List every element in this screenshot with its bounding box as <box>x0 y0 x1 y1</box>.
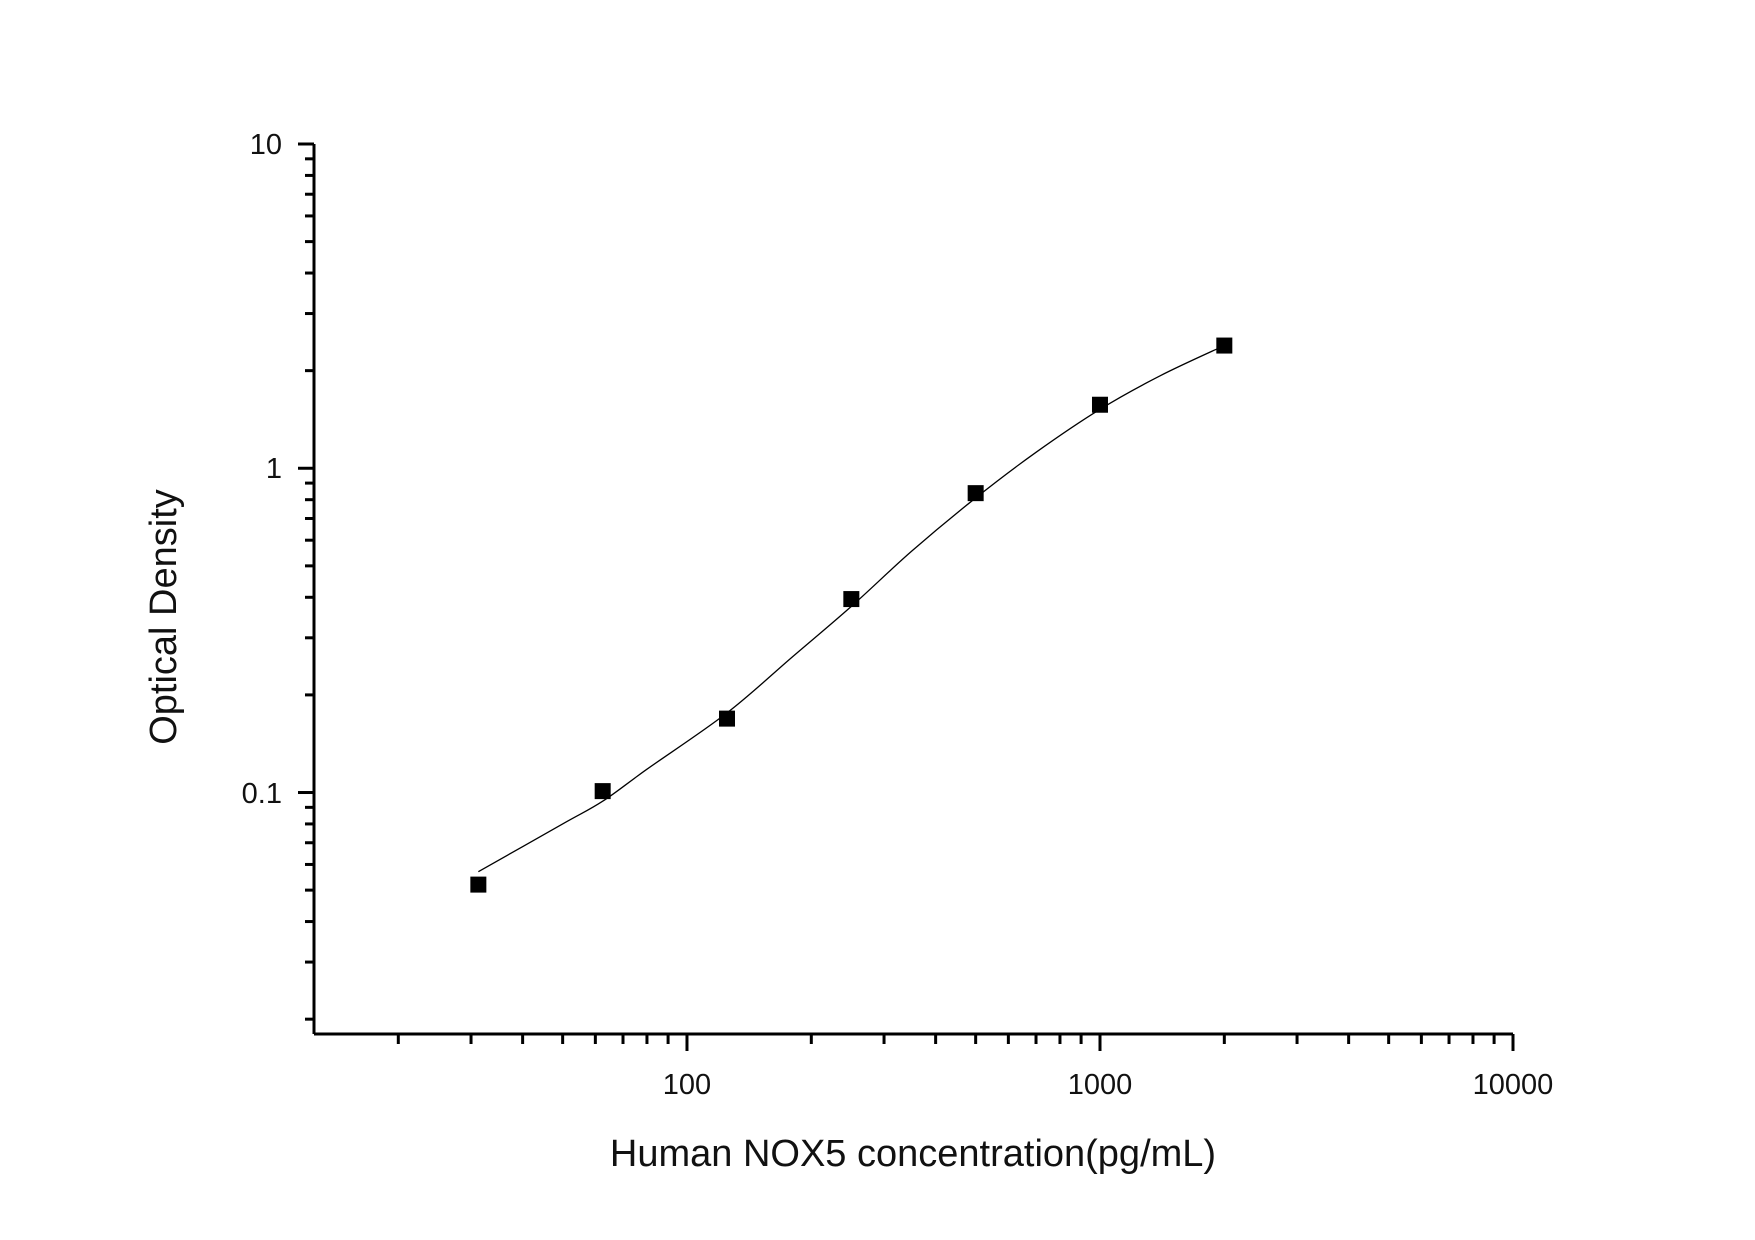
data-point-marker <box>1091 396 1108 413</box>
plot-area <box>470 337 1233 893</box>
x-tick-label-1000: 1000 <box>1068 1069 1133 1101</box>
y-tick-label-0.1: 0.1 <box>242 778 282 810</box>
fit-curve <box>478 344 1225 873</box>
x-axis-title: Human NOX5 concentration(pg/mL) <box>610 1133 1216 1175</box>
data-point-marker <box>719 710 736 727</box>
data-point-marker <box>594 783 611 800</box>
data-point-marker <box>1216 337 1233 354</box>
data-point-marker <box>967 485 984 502</box>
y-axis-ticks <box>298 142 314 1021</box>
y-axis-title: Optical Density <box>143 489 185 745</box>
data-point-marker <box>470 876 487 893</box>
y-tick-label-1: 1 <box>266 453 282 485</box>
x-tick-label-10000: 10000 <box>1473 1069 1554 1101</box>
x-tick-label-100: 100 <box>663 1069 711 1101</box>
x-axis-ticks <box>396 1034 1515 1051</box>
data-point-marker <box>843 591 860 608</box>
y-tick-label-10: 10 <box>250 129 282 161</box>
